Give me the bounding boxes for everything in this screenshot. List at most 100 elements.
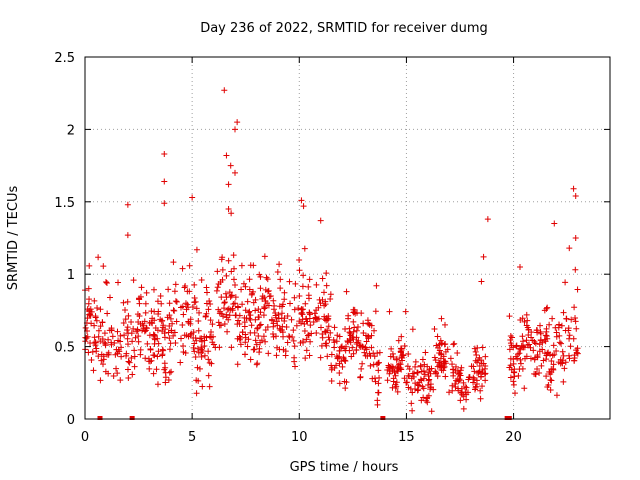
data-point	[367, 362, 374, 369]
data-point	[371, 353, 378, 360]
data-point	[104, 351, 111, 358]
data-point	[270, 306, 277, 313]
data-point	[189, 194, 196, 201]
data-point	[97, 377, 104, 384]
data-point	[131, 363, 138, 370]
data-point	[142, 300, 149, 307]
data-point	[138, 284, 145, 291]
data-point	[122, 306, 129, 313]
data-point	[230, 252, 237, 259]
y-tick-label: 1.5	[54, 196, 75, 211]
data-point	[218, 294, 225, 301]
data-point	[223, 314, 230, 321]
data-point	[363, 338, 370, 345]
data-point	[240, 280, 247, 287]
data-point	[572, 235, 579, 241]
data-point	[151, 308, 158, 315]
data-point	[166, 335, 173, 342]
data-point	[477, 387, 484, 394]
data-point	[234, 119, 241, 126]
data-point	[296, 267, 303, 274]
data-point	[108, 326, 115, 333]
data-point	[198, 276, 205, 283]
data-point	[387, 353, 394, 360]
data-point	[135, 333, 142, 340]
data-point	[573, 325, 580, 332]
data-point	[405, 351, 412, 358]
data-point	[105, 336, 112, 343]
data-point	[195, 318, 202, 325]
data-point	[402, 308, 409, 315]
data-point	[433, 369, 440, 376]
data-point	[137, 321, 144, 328]
data-point	[328, 351, 335, 358]
data-point	[88, 320, 95, 327]
data-point	[519, 365, 526, 372]
data-point	[523, 322, 530, 329]
data-point	[265, 287, 272, 294]
data-point	[385, 362, 392, 369]
data-point	[172, 298, 179, 305]
data-point	[431, 354, 438, 361]
data-point	[209, 321, 216, 328]
data-point	[196, 365, 203, 372]
data-point	[166, 300, 173, 307]
data-point	[302, 355, 309, 362]
data-point	[566, 245, 573, 252]
data-point	[292, 280, 299, 287]
data-point	[566, 332, 573, 339]
zero-line-marker	[129, 416, 135, 420]
data-point	[303, 315, 310, 322]
data-point	[205, 306, 212, 313]
data-point	[538, 362, 545, 369]
data-point	[205, 372, 212, 379]
data-point	[333, 338, 340, 345]
data-point	[536, 369, 543, 376]
data-point	[234, 321, 241, 328]
data-point	[170, 259, 177, 266]
data-point	[207, 301, 214, 308]
data-point	[177, 359, 184, 366]
data-point	[275, 315, 282, 322]
data-point	[415, 386, 422, 393]
data-point	[482, 353, 489, 360]
data-point	[281, 315, 288, 322]
data-point	[210, 333, 217, 340]
data-point	[317, 300, 324, 307]
data-point	[432, 357, 439, 364]
data-point	[129, 338, 136, 345]
data-point	[182, 300, 189, 307]
data-point	[545, 381, 552, 388]
data-point	[192, 298, 199, 305]
data-point	[226, 312, 233, 319]
data-point	[117, 332, 124, 339]
data-point	[188, 330, 195, 337]
data-point	[178, 335, 185, 342]
data-point	[201, 343, 208, 350]
data-point	[117, 377, 124, 384]
data-point	[90, 367, 97, 374]
data-point	[205, 356, 212, 363]
data-point	[165, 286, 172, 293]
data-point	[256, 322, 263, 329]
data-point	[223, 272, 230, 279]
data-point	[474, 359, 481, 366]
data-point	[305, 292, 312, 299]
data-point	[151, 340, 158, 347]
data-point	[215, 319, 222, 326]
data-point	[302, 300, 309, 307]
data-point	[95, 353, 102, 360]
data-point	[225, 181, 232, 188]
data-point	[221, 305, 228, 312]
y-tick-label: 0.5	[54, 341, 75, 356]
data-point	[289, 334, 296, 341]
data-point	[450, 369, 457, 376]
data-point	[338, 343, 345, 350]
data-point	[104, 310, 111, 317]
data-point	[82, 324, 89, 331]
data-point	[558, 340, 565, 347]
data-point	[440, 360, 447, 367]
data-point	[451, 340, 458, 347]
data-point	[510, 381, 517, 388]
data-point	[325, 334, 332, 341]
